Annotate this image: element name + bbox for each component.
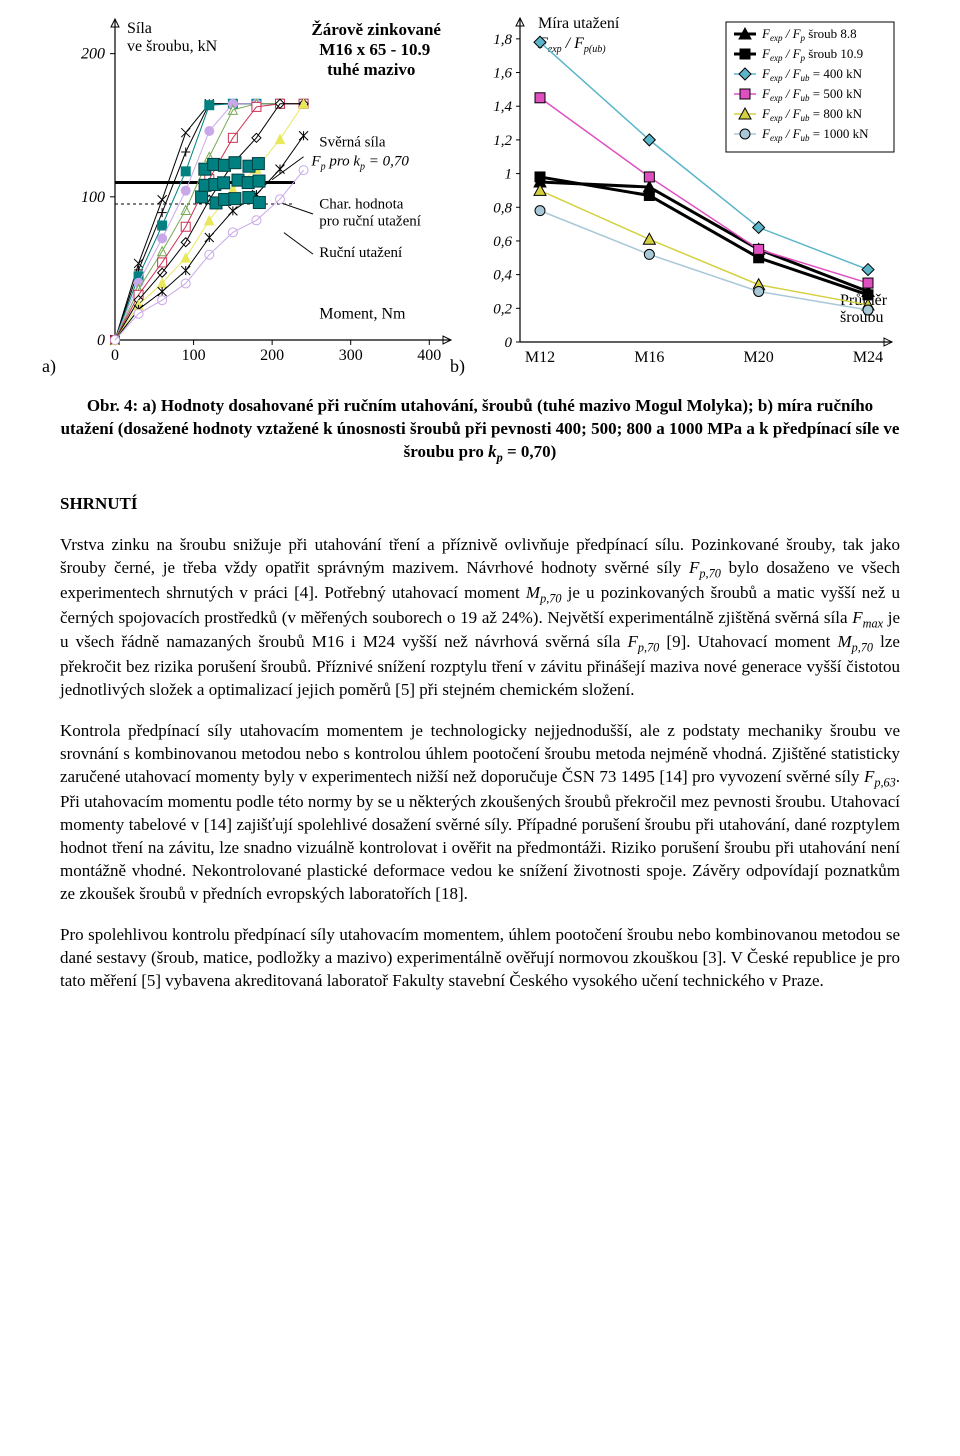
figure-caption: Obr. 4: a) Hodnoty dosahované při ručním… — [60, 395, 900, 466]
caption-lead: Obr. 4: — [87, 396, 138, 415]
p1-sym-fp70-1: Fp,70 — [689, 558, 721, 577]
svg-text:1,8: 1,8 — [493, 32, 512, 48]
p2-text-a: Kontrola předpínací síly utahovacím mome… — [60, 721, 900, 786]
p1-text-e: [9]. Utahovací moment — [659, 632, 837, 651]
caption-rest: a) Hodnoty dosahované při ručním utahová… — [61, 396, 900, 461]
caption-tail: = 0,70) — [503, 442, 557, 461]
section-heading: SHRNUTÍ — [60, 494, 900, 514]
svg-text:0: 0 — [111, 347, 119, 364]
svg-text:Moment, Nm: Moment, Nm — [319, 306, 406, 323]
p1-sym-fp70-2: Fp,70 — [628, 632, 660, 651]
svg-text:pro ruční utažení: pro ruční utažení — [319, 213, 421, 229]
svg-text:0: 0 — [505, 335, 513, 351]
svg-text:1: 1 — [505, 167, 513, 183]
paragraph-1: Vrstva zinku na šroubu snižuje při utaho… — [60, 534, 900, 702]
panel-b: b) 00,20,40,60,811,21,41,61,8M12M16M20M2… — [468, 10, 898, 375]
svg-text:1,4: 1,4 — [493, 99, 512, 115]
svg-text:400: 400 — [417, 347, 441, 364]
svg-text:0,2: 0,2 — [493, 301, 512, 317]
svg-text:tuhé mazivo: tuhé mazivo — [327, 60, 415, 79]
svg-text:1,2: 1,2 — [493, 133, 512, 149]
p2-sym-fp63: Fp,63 — [864, 767, 896, 786]
panel-b-label: b) — [450, 356, 465, 377]
p1-sym-mp70-2: Mp,70 — [837, 632, 873, 651]
svg-text:100: 100 — [182, 347, 206, 364]
svg-text:M12: M12 — [525, 349, 555, 366]
svg-text:Svěrná síla: Svěrná síla — [319, 135, 386, 151]
svg-text:Char. hodnota: Char. hodnota — [319, 196, 403, 212]
svg-text:Žárově zinkované: Žárově zinkované — [311, 20, 441, 39]
figure-4: a) 01002003004000100200Sílave šroubu, kN… — [60, 10, 900, 375]
chart-a-svg: 0 100 200 300 400 0 100 200 Sílave šroubu, kN Mom… — [60, 10, 460, 370]
svg-text:300: 300 — [339, 347, 363, 364]
panel-a-label: a) — [42, 356, 56, 377]
svg-text:0,4: 0,4 — [493, 268, 512, 284]
svg-text:Fexp / Fp(ub): Fexp / Fp(ub) — [537, 35, 606, 55]
p1-sym-fmax: Fmax — [852, 608, 883, 627]
chart-b-svg: 0 0,2 0,4 0,6 0,8 1 1,2 1,4 1,6 1,8 M12 M16 M20 M24 Mí… — [468, 10, 898, 370]
svg-text:0,6: 0,6 — [493, 234, 512, 250]
svg-text:M20: M20 — [744, 349, 774, 366]
svg-text:M24: M24 — [853, 349, 883, 366]
panel-a: a) 01002003004000100200Sílave šroubu, kN… — [60, 10, 460, 375]
svg-text:Síla: Síla — [127, 20, 152, 37]
svg-text:M16: M16 — [634, 349, 664, 366]
paragraph-3: Pro spolehlivou kontrolu předpínací síly… — [60, 924, 900, 993]
svg-text:šroubu: šroubu — [840, 309, 884, 326]
svg-text:Fp pro kp = 0,70: Fp pro kp = 0,70 — [310, 153, 409, 172]
svg-text:Ruční utažení: Ruční utažení — [319, 245, 402, 261]
svg-text:100: 100 — [81, 189, 105, 206]
p2-text-b: . Při utahovacím momentu podle této norm… — [60, 767, 900, 903]
svg-text:200: 200 — [81, 46, 105, 63]
svg-text:ve šroubu, kN: ve šroubu, kN — [127, 38, 218, 55]
svg-text:200: 200 — [260, 347, 284, 364]
p1-sym-mp70-1: Mp,70 — [526, 583, 562, 602]
svg-text:Míra utažení: Míra utažení — [538, 15, 620, 32]
caption-kp: kp — [488, 442, 503, 461]
svg-text:0,8: 0,8 — [493, 200, 512, 216]
svg-text:1,6: 1,6 — [493, 66, 512, 82]
svg-text:0: 0 — [97, 332, 105, 349]
svg-text:M16 x 65 - 10.9: M16 x 65 - 10.9 — [319, 40, 430, 59]
paragraph-2: Kontrola předpínací síly utahovacím mome… — [60, 720, 900, 905]
